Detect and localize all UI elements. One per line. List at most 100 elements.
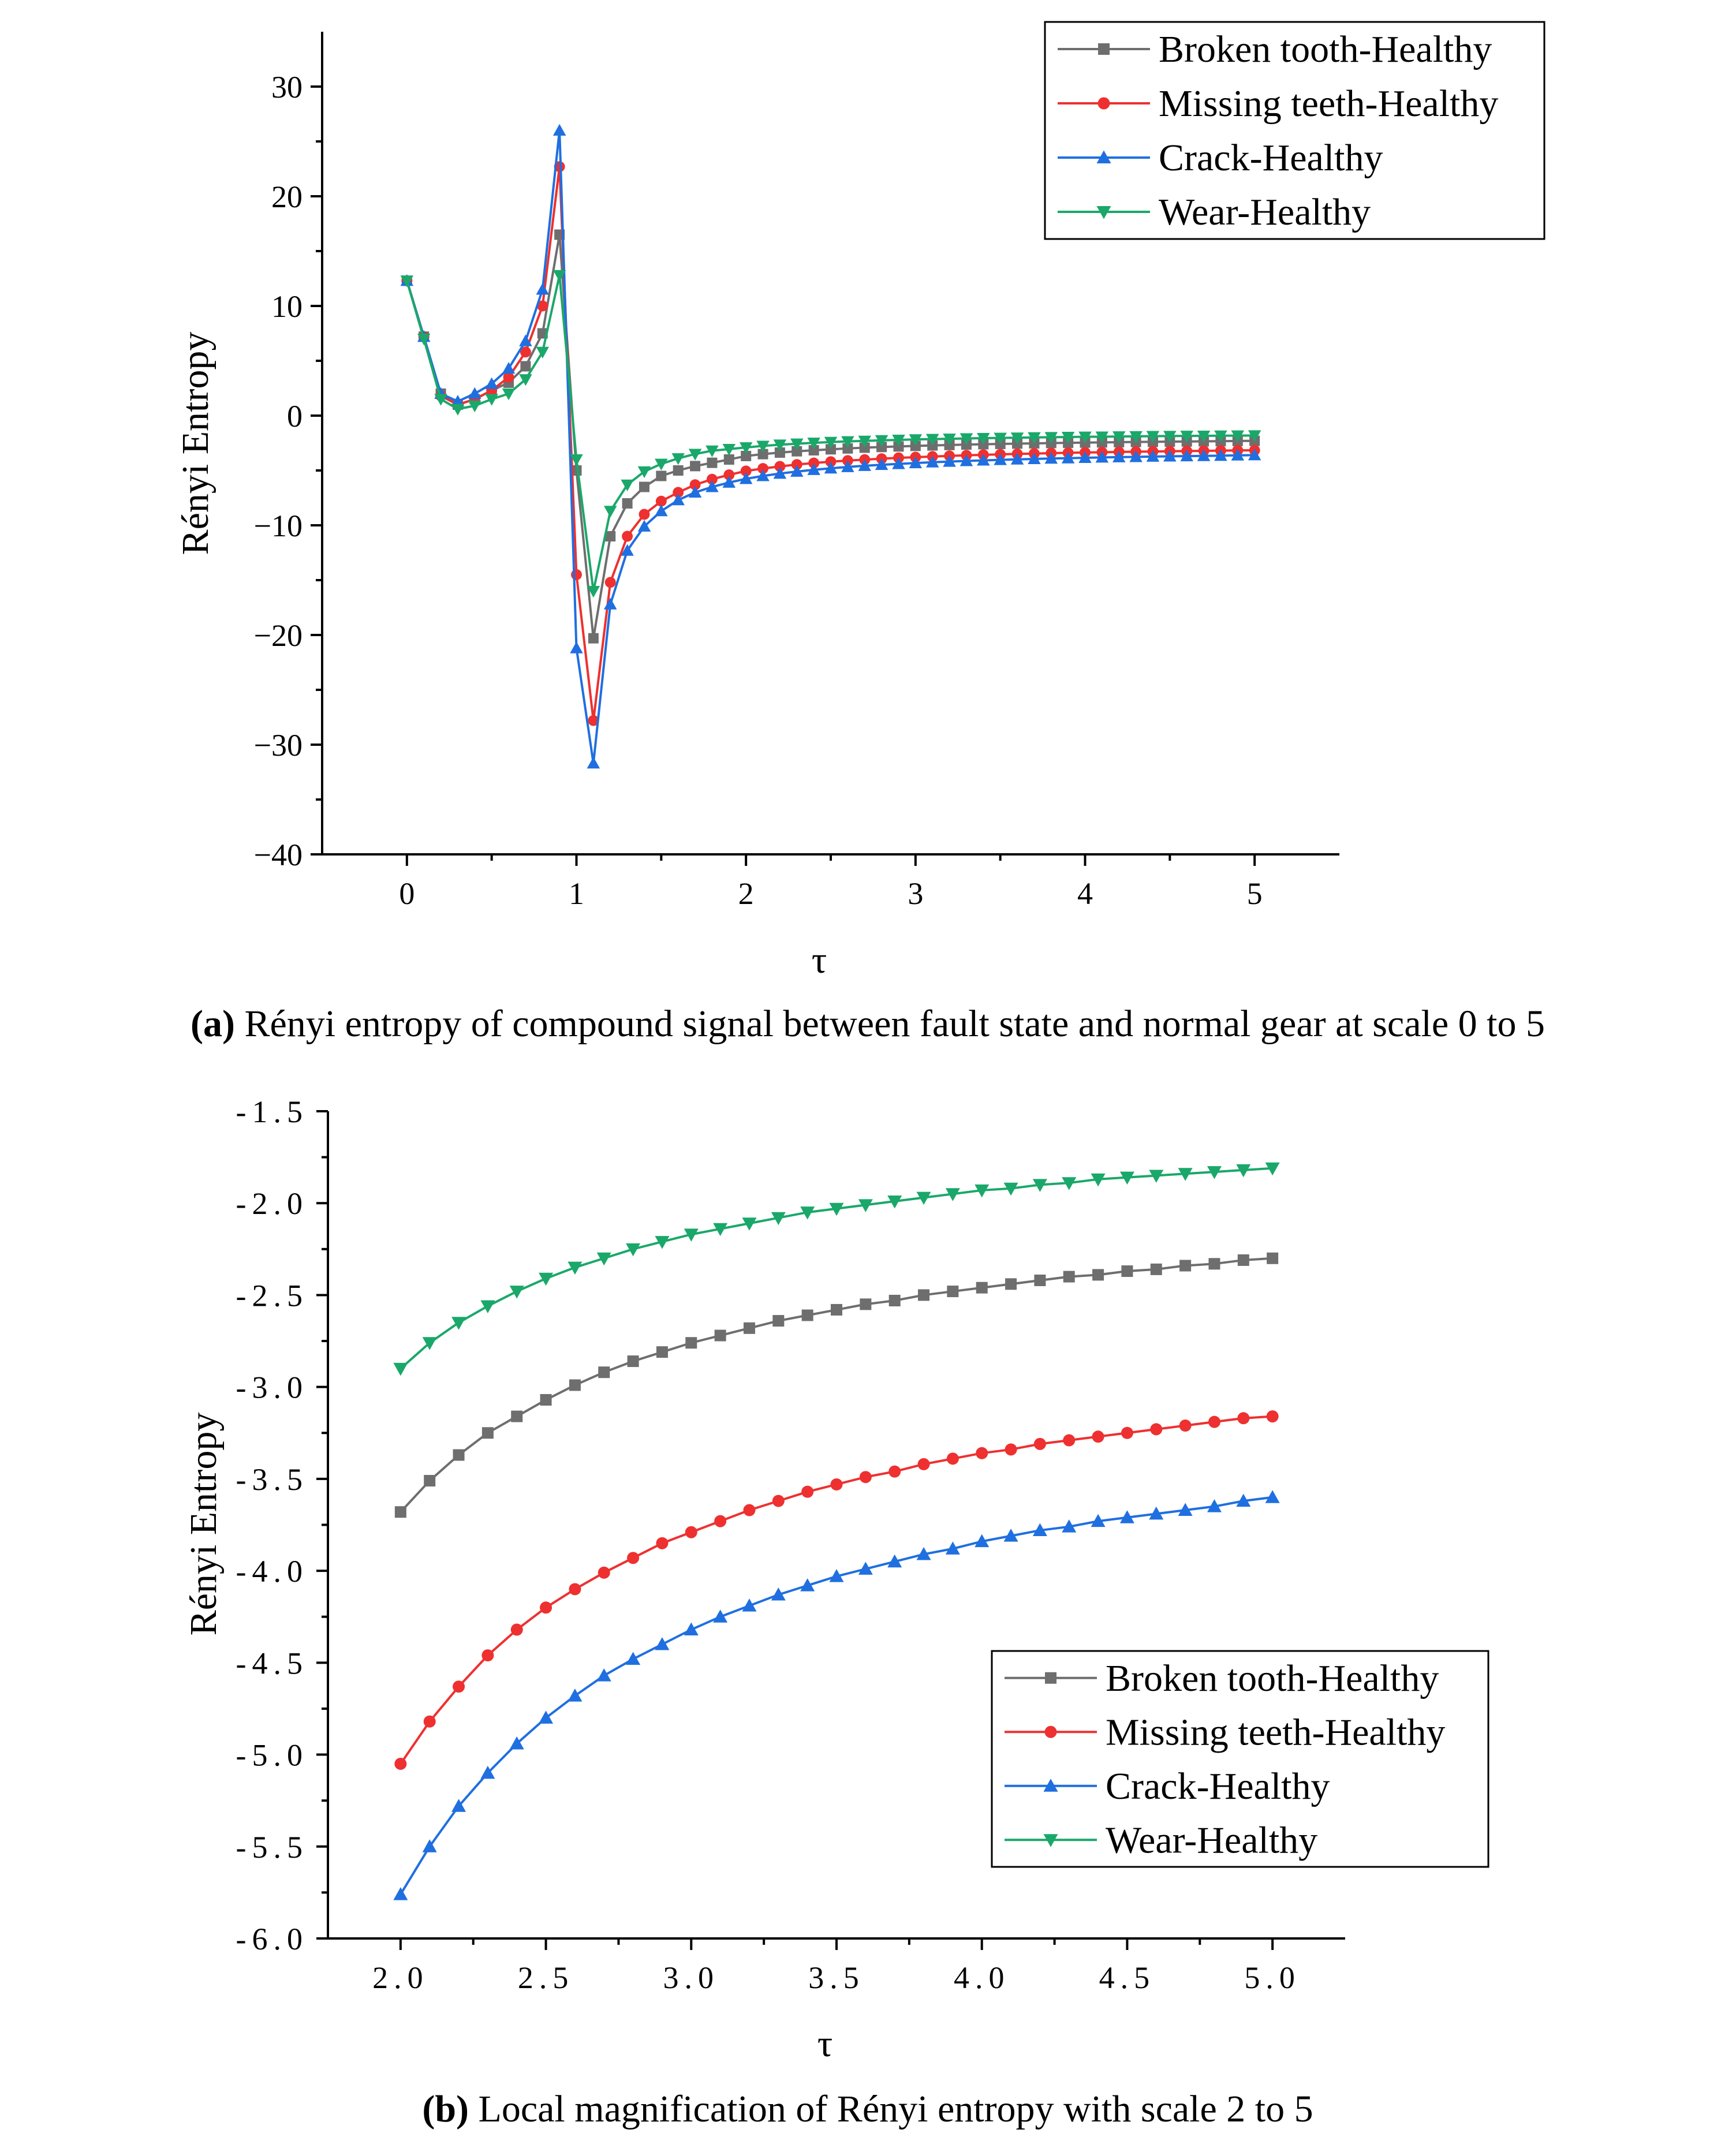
data-point bbox=[976, 1282, 988, 1294]
y-tick-label: −10 bbox=[254, 509, 303, 543]
caption-b-label: (b) bbox=[422, 2088, 469, 2130]
y-tick-label: -2.5 bbox=[236, 1278, 308, 1313]
data-point bbox=[1265, 1490, 1280, 1503]
data-point bbox=[994, 432, 1007, 444]
data-point bbox=[757, 449, 768, 460]
caption-b-text: Local magnification of Rényi entropy wit… bbox=[469, 2088, 1313, 2130]
data-point bbox=[1178, 1168, 1193, 1181]
data-point bbox=[423, 1715, 436, 1728]
data-point bbox=[1178, 1503, 1193, 1516]
data-point bbox=[1150, 1263, 1162, 1275]
data-point bbox=[774, 447, 785, 458]
data-point bbox=[771, 1212, 786, 1226]
y-tick-label: -3.5 bbox=[236, 1462, 308, 1497]
data-point bbox=[480, 1300, 495, 1314]
data-point bbox=[1231, 449, 1245, 461]
data-point bbox=[655, 505, 668, 517]
data-point bbox=[568, 1261, 583, 1275]
legend-marker bbox=[1043, 1834, 1058, 1847]
data-point bbox=[925, 434, 939, 446]
data-point bbox=[656, 1537, 669, 1549]
legend-marker bbox=[1097, 97, 1110, 110]
data-point bbox=[1063, 1271, 1075, 1283]
caption-a-text: Rényi entropy of compound signal between… bbox=[235, 1003, 1545, 1045]
data-point bbox=[960, 433, 973, 445]
legend-label: Wear-Healthy bbox=[1159, 191, 1371, 233]
data-point bbox=[774, 461, 786, 472]
data-point bbox=[587, 757, 600, 769]
data-point bbox=[587, 586, 600, 598]
data-point bbox=[808, 445, 819, 456]
data-point bbox=[739, 472, 753, 484]
data-point bbox=[859, 442, 870, 453]
data-point bbox=[916, 1546, 931, 1560]
data-point bbox=[757, 463, 768, 475]
data-point bbox=[481, 1649, 494, 1662]
data-point bbox=[975, 1534, 990, 1548]
data-point bbox=[1248, 449, 1261, 461]
data-point bbox=[451, 1799, 466, 1812]
legend-marker bbox=[1098, 43, 1110, 55]
data-point bbox=[684, 1622, 699, 1636]
legend-label: Missing teeth-Healthy bbox=[1106, 1711, 1445, 1753]
data-point bbox=[1095, 431, 1109, 443]
data-point bbox=[596, 1668, 611, 1682]
data-point bbox=[801, 1309, 813, 1321]
data-point bbox=[1028, 452, 1041, 465]
data-point bbox=[685, 1526, 697, 1538]
data-point bbox=[655, 1637, 670, 1650]
data-point bbox=[713, 1223, 728, 1236]
legend: Broken tooth-Healthy Missing teeth-Health… bbox=[1044, 21, 1545, 240]
data-point bbox=[792, 446, 802, 457]
data-point bbox=[977, 432, 990, 445]
y-axis-title: Rényi Entropy bbox=[174, 332, 216, 555]
data-point bbox=[451, 1317, 466, 1330]
data-point bbox=[1095, 451, 1109, 463]
data-point bbox=[596, 1252, 611, 1266]
x-axis-title: τ bbox=[812, 939, 827, 981]
data-point bbox=[1180, 449, 1193, 462]
data-point bbox=[570, 454, 583, 466]
data-point bbox=[756, 440, 770, 453]
data-point bbox=[637, 520, 651, 532]
data-point bbox=[481, 1427, 494, 1439]
data-point bbox=[1150, 1423, 1163, 1436]
data-point bbox=[671, 453, 685, 465]
data-point bbox=[655, 458, 668, 470]
data-point bbox=[1032, 1523, 1047, 1537]
data-point bbox=[684, 1228, 699, 1242]
series-crack bbox=[393, 1490, 1280, 1900]
legend-box bbox=[991, 1650, 1489, 1868]
x-tick-label: 4.0 bbox=[954, 1960, 1010, 1995]
data-point bbox=[536, 283, 550, 295]
data-point bbox=[685, 1337, 697, 1349]
data-point bbox=[520, 346, 531, 358]
data-point bbox=[1214, 449, 1227, 461]
data-point bbox=[706, 473, 718, 485]
x-tick-label: 3.5 bbox=[808, 1960, 865, 1995]
data-point bbox=[1267, 1252, 1279, 1264]
data-point bbox=[1091, 1173, 1106, 1187]
data-point bbox=[1163, 450, 1177, 462]
data-point bbox=[892, 434, 905, 447]
data-point bbox=[743, 1322, 755, 1334]
data-point bbox=[400, 275, 414, 287]
legend-marker bbox=[1045, 1672, 1056, 1684]
data-point bbox=[994, 453, 1007, 465]
data-point bbox=[723, 454, 734, 465]
data-point bbox=[790, 465, 804, 477]
data-point bbox=[688, 449, 702, 461]
series-wear bbox=[400, 270, 1261, 598]
data-point bbox=[637, 466, 651, 479]
data-point bbox=[394, 1506, 406, 1518]
data-point bbox=[519, 334, 532, 346]
data-point bbox=[893, 441, 904, 452]
data-point bbox=[807, 438, 820, 450]
data-point bbox=[639, 481, 649, 492]
data-point bbox=[536, 346, 550, 359]
data-point bbox=[1231, 430, 1245, 442]
data-point bbox=[1078, 431, 1092, 443]
data-point bbox=[824, 461, 838, 474]
data-point bbox=[673, 487, 684, 498]
